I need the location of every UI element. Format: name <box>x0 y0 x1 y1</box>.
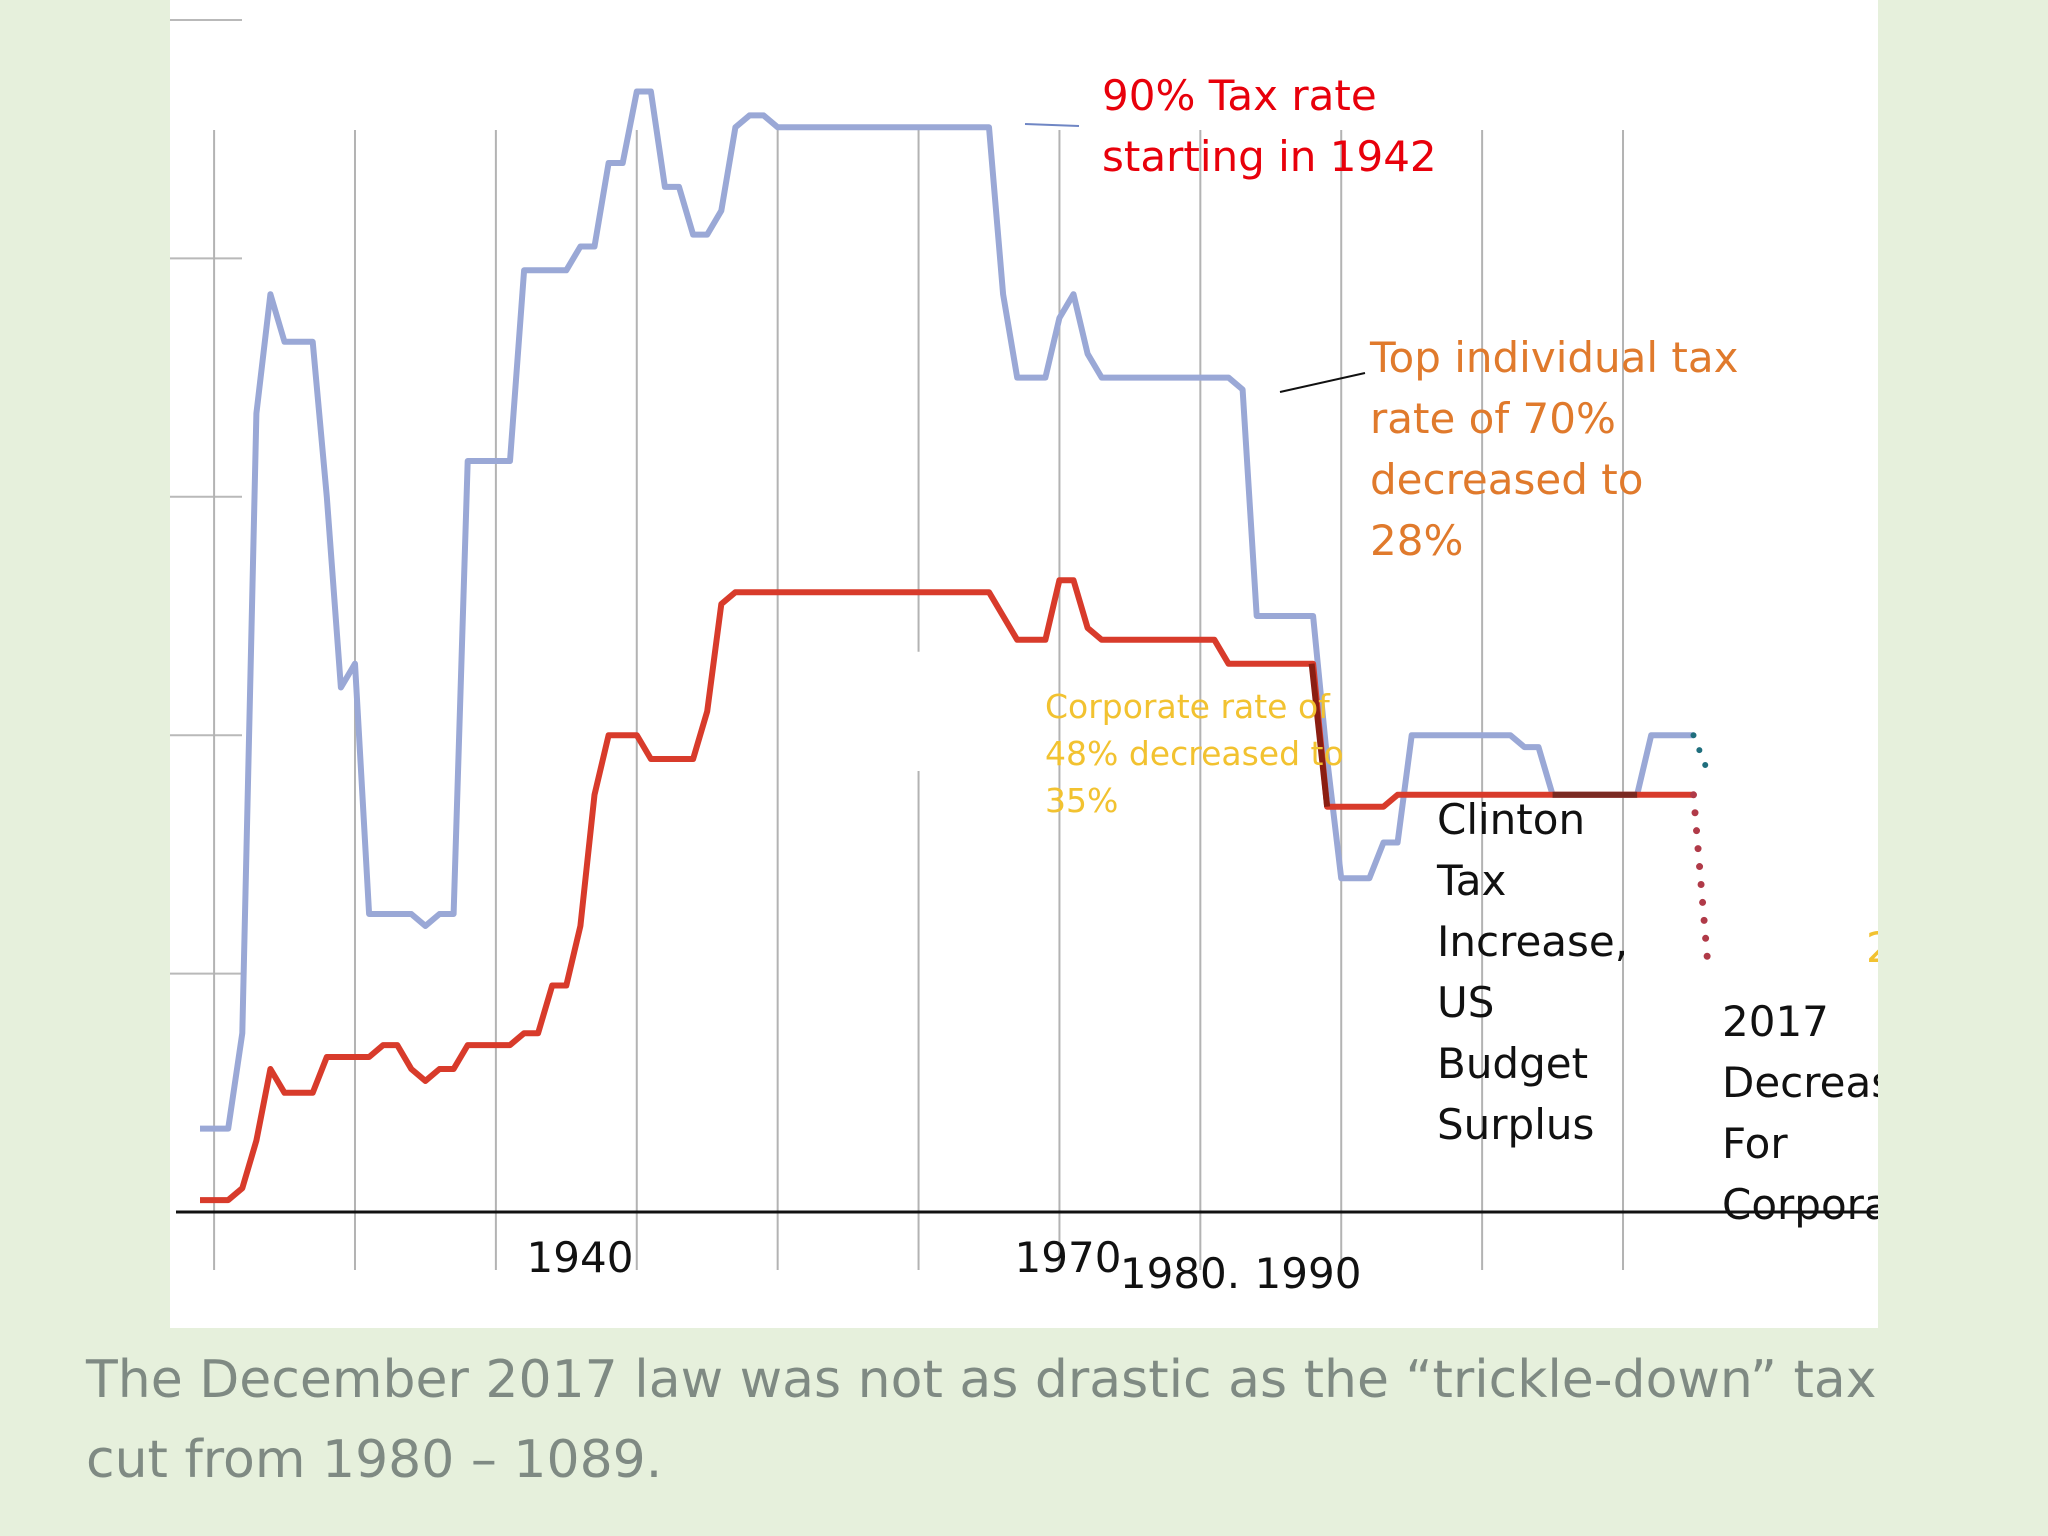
x-tick-label: 1940 <box>527 1233 634 1282</box>
annotation-corporate-rate: Corporate rate of <box>1045 687 1331 726</box>
annotation-top-individual: Top individual tax <box>1369 333 1738 382</box>
annotation-corporate-rate: 35% <box>1045 781 1118 820</box>
annotation-top-individual: 28% <box>1370 516 1463 565</box>
x-tick-label: 1980. <box>1120 1249 1240 1298</box>
annotation-clinton: Surplus <box>1437 1100 1594 1149</box>
x-tick-label: 1970 <box>1015 1233 1122 1282</box>
series-overlap-segment <box>1308 663 1331 808</box>
annotation-21-percent: 21% <box>1866 923 1878 972</box>
annotation-clinton: Clinton <box>1437 795 1585 844</box>
annotation-clinton: Tax <box>1436 856 1506 905</box>
annotation-corporate-rate: 48% decreased to <box>1045 734 1344 773</box>
caption-line-1: The December 2017 law was not as drastic… <box>86 1350 1877 1410</box>
chart-panel: 1940 1970 1980. 1990 90% Tax rate starting in… <box>170 0 1878 1328</box>
annotation-90-percent: starting in 1942 <box>1102 132 1437 181</box>
annotation-top-individual: rate of 70% <box>1370 394 1616 443</box>
series-line-corporate <box>200 577 1694 1204</box>
annotation-clinton: US <box>1437 978 1494 1027</box>
annotation-2017-decrease: Decrease <box>1722 1058 1878 1107</box>
caption-line-2: cut from 1980 – 1089. <box>86 1430 663 1490</box>
series-line-individual <box>200 88 1694 1132</box>
slide-caption: The December 2017 law was not as drastic… <box>86 1340 1986 1500</box>
series-line-projection-individual <box>1690 732 1711 774</box>
annotation-90-percent: 90% Tax rate <box>1102 71 1377 120</box>
annotation-clinton: Budget <box>1437 1039 1588 1088</box>
annotation-2017-decrease: For <box>1722 1119 1788 1168</box>
annotation-2017-decrease: Corporations <box>1722 1180 1878 1229</box>
callout-line-top-individual <box>1279 372 1366 393</box>
annotation-top-individual: decreased to <box>1370 455 1643 504</box>
x-tick-label: 1990 <box>1255 1249 1362 1298</box>
annotation-2017-decrease: 2017 <box>1722 997 1829 1046</box>
callout-line-90-percent <box>1024 123 1080 127</box>
series-line-projection-corporate <box>1690 791 1712 966</box>
annotation-clinton: Increase, <box>1437 917 1628 966</box>
